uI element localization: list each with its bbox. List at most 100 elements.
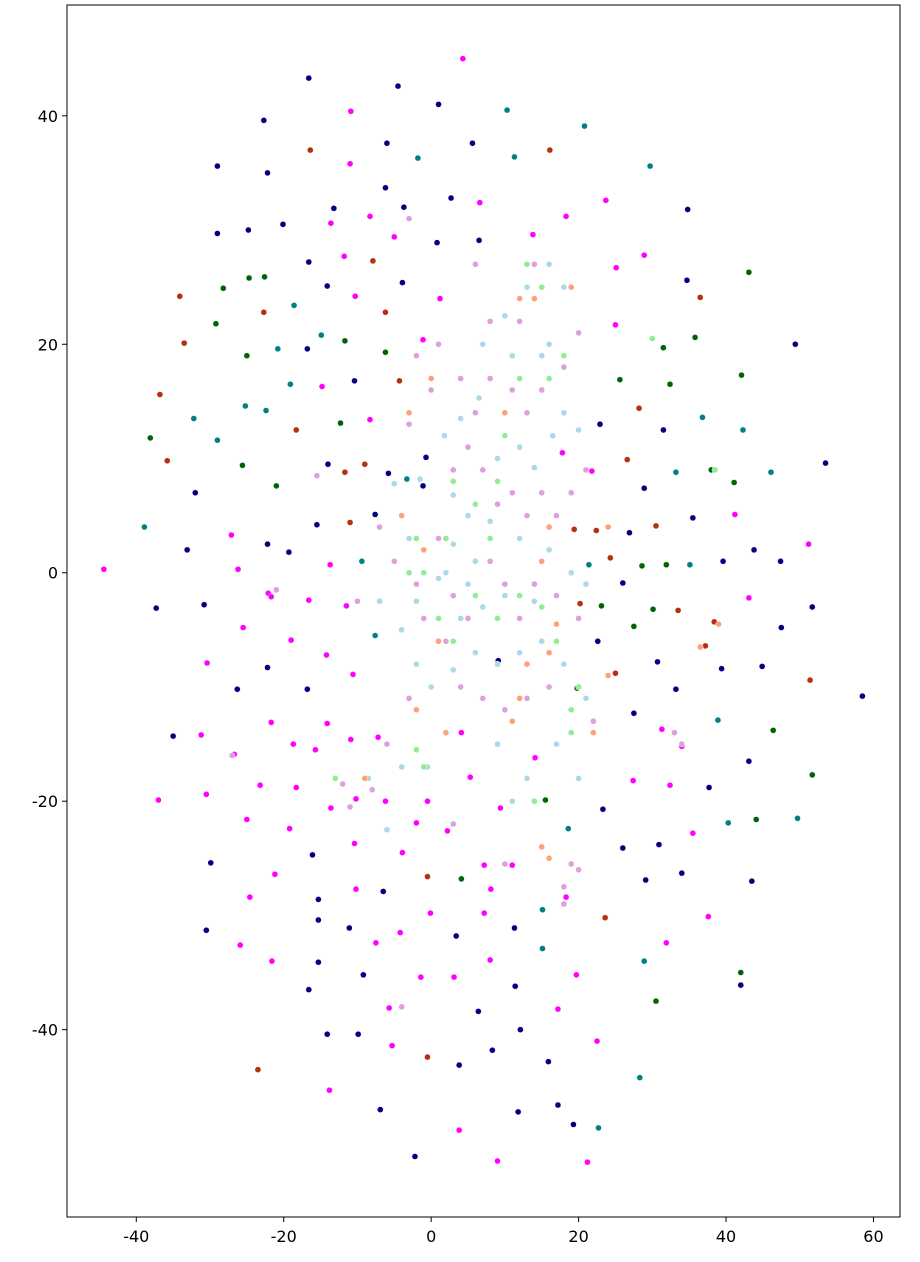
point <box>545 855 553 862</box>
point <box>245 274 253 282</box>
point <box>442 638 450 645</box>
point <box>304 345 311 353</box>
point <box>239 462 246 469</box>
point <box>501 432 509 439</box>
point <box>391 233 398 241</box>
point <box>391 558 398 565</box>
point <box>469 140 476 147</box>
point <box>220 285 227 292</box>
point <box>683 277 691 284</box>
point <box>654 658 661 666</box>
point <box>705 784 713 791</box>
point <box>435 341 442 348</box>
point <box>399 849 406 856</box>
point <box>405 215 413 222</box>
point <box>382 797 389 805</box>
point <box>501 409 509 417</box>
point <box>767 469 775 476</box>
point <box>450 540 457 548</box>
point <box>809 603 816 611</box>
point <box>315 959 322 966</box>
point <box>523 660 531 668</box>
point <box>181 339 188 347</box>
point <box>264 664 271 671</box>
point <box>164 457 171 464</box>
point <box>718 665 725 672</box>
point <box>523 695 531 702</box>
point <box>246 893 254 901</box>
point <box>435 615 442 622</box>
point <box>553 740 560 748</box>
point <box>503 106 511 114</box>
point <box>192 489 199 496</box>
point <box>403 475 411 483</box>
point <box>337 419 344 427</box>
point <box>641 485 648 492</box>
point <box>214 230 221 237</box>
point <box>638 562 646 570</box>
point <box>427 375 435 382</box>
point <box>354 1031 362 1038</box>
y-tick-label: -40 <box>32 1021 58 1040</box>
point <box>351 840 358 847</box>
point <box>554 1101 562 1109</box>
point <box>397 929 404 936</box>
point <box>560 660 568 668</box>
point <box>420 763 427 771</box>
point <box>501 592 509 599</box>
point <box>376 523 383 531</box>
point <box>315 896 322 903</box>
point <box>479 695 486 702</box>
point <box>538 489 545 496</box>
point <box>601 914 609 921</box>
point <box>545 546 553 554</box>
point <box>486 318 494 325</box>
point <box>672 469 680 476</box>
point <box>383 740 391 748</box>
point <box>509 352 516 359</box>
point <box>494 660 501 668</box>
point <box>553 512 560 519</box>
point <box>562 893 570 901</box>
y-tick-label: 40 <box>38 107 58 126</box>
point <box>254 1066 262 1073</box>
point <box>305 596 312 604</box>
point <box>575 615 582 622</box>
point <box>427 386 435 394</box>
point <box>305 74 312 82</box>
point <box>481 909 488 917</box>
point <box>516 615 523 622</box>
point <box>396 377 403 385</box>
point <box>352 293 359 300</box>
x-tick-label: 0 <box>426 1227 436 1246</box>
point <box>737 981 744 989</box>
point <box>380 888 387 895</box>
point <box>501 706 509 714</box>
point <box>374 734 382 741</box>
point <box>273 482 280 490</box>
point <box>382 309 389 316</box>
point <box>476 199 484 206</box>
point <box>309 851 316 859</box>
point <box>714 716 722 724</box>
point <box>312 746 319 753</box>
point <box>324 720 331 727</box>
y-tick-label: -20 <box>32 792 58 811</box>
point <box>809 771 816 779</box>
point <box>346 803 354 811</box>
point <box>441 432 448 439</box>
point <box>293 426 300 434</box>
point <box>636 1074 643 1081</box>
point <box>509 489 516 496</box>
point <box>453 932 460 940</box>
point <box>731 511 739 518</box>
point <box>326 1087 333 1094</box>
point <box>169 732 177 740</box>
point <box>214 437 221 444</box>
point <box>472 649 479 656</box>
point <box>649 606 657 613</box>
point <box>366 416 374 423</box>
point <box>369 257 377 265</box>
point <box>516 295 523 302</box>
point <box>529 231 537 238</box>
